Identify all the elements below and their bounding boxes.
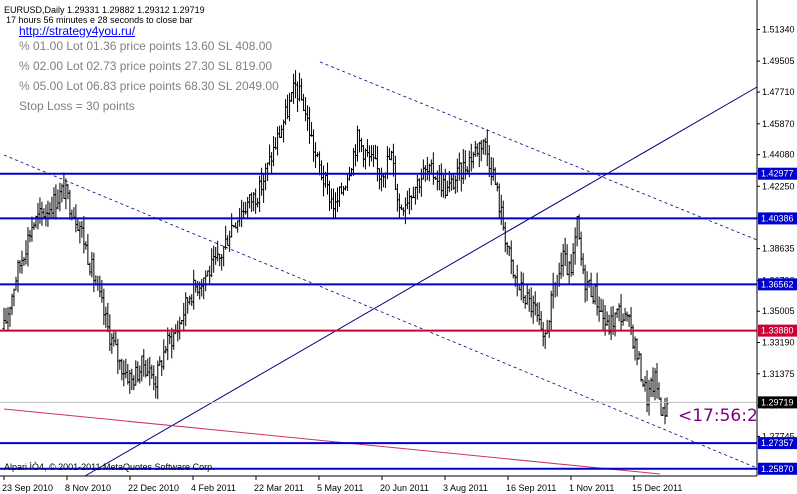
bar-timer-text: 17 hours 56 minutes e 28 seconds to clos… (6, 15, 193, 25)
price-tick-label: 1.27745 (762, 431, 795, 441)
ohlc-bar (665, 397, 669, 418)
price-tick-label: 1.31375 (762, 369, 795, 379)
risk-line-3: % 05.00 Lot 06.83 price points 68.30 SL … (19, 79, 279, 93)
time-tick-label: 5 May 2011 (317, 483, 363, 493)
price-tick-label: 1.45870 (762, 119, 795, 129)
level-price-label: 1.25870 (761, 464, 794, 474)
level-price-box (758, 462, 797, 475)
price-tick-label: 1.42250 (762, 181, 795, 191)
level-price-label: 1.36562 (761, 279, 794, 289)
time-tick-label: 8 Nov 2010 (65, 483, 111, 493)
dotted-trendline-lower[interactable] (3, 154, 758, 469)
level-price-box (758, 167, 797, 180)
level-price-box (758, 212, 797, 225)
price-tick-label: 1.47710 (762, 87, 795, 97)
price-tick-label: 1.33190 (762, 338, 795, 348)
current-price-box (758, 396, 797, 409)
price-tick-label: 1.49505 (762, 56, 795, 66)
ohlc-bars (2, 70, 669, 425)
horizontal-levels (0, 172, 757, 470)
price-tick-label: 1.44080 (762, 150, 795, 160)
level-price-box (758, 324, 797, 337)
time-tick-label: 22 Dec 2010 (128, 483, 179, 493)
time-tick-label: 1 Nov 2011 (569, 483, 614, 493)
trendlines (3, 61, 758, 477)
time-tick-label: 16 Sep 2011 (506, 483, 556, 493)
time-axis: 23 Sep 2010 8 Nov 2010 22 Dec 2010 4 Feb 20… (0, 475, 757, 493)
website-link[interactable]: http://strategy4you.ru/ (19, 24, 136, 38)
symbol-header: EURUSD,Daily 1.29331 1.29882 1.29312 1.2… (4, 5, 205, 15)
time-tick-label: 15 Dec 2011 (632, 483, 682, 493)
bar-countdown: <17:56:28 (678, 406, 756, 426)
stop-loss-text: Stop Loss = 30 points (19, 99, 135, 113)
risk-line-2: % 02.00 Lot 02.73 price points 27.30 SL … (19, 59, 273, 73)
time-tick-label: 20 Jun 2011 (380, 483, 429, 493)
time-tick-label: 23 Sep 2010 (2, 483, 53, 493)
red-trendline[interactable] (3, 408, 661, 475)
level-price-label: 1.27357 (761, 438, 794, 448)
price-tick-label: 1.38635 (762, 244, 795, 254)
price-tick-label: 1.35005 (762, 306, 795, 316)
blue-trendline[interactable] (84, 86, 758, 477)
time-tick-label: 22 Mar 2011 (254, 483, 304, 493)
level-price-label: 1.42977 (761, 169, 794, 179)
price-tick-label: 1.51340 (762, 24, 795, 34)
level-price-label: 1.33880 (761, 326, 794, 336)
dotted-trendline-upper[interactable] (319, 61, 758, 241)
level-price-box (758, 278, 797, 291)
time-tick-label: 4 Feb 2011 (191, 483, 236, 493)
time-tick-label: 3 Aug 2011 (443, 483, 488, 493)
copyright-text: Alpari ÌÒ4, © 2001-2011 MetaQuotes Softw… (4, 462, 215, 472)
level-price-box (758, 437, 797, 450)
risk-line-1: % 01.00 Lot 01.36 price points 13.60 SL … (19, 39, 273, 53)
level-price-label: 1.40386 (761, 213, 794, 223)
current-price-label: 1.29719 (761, 397, 794, 407)
